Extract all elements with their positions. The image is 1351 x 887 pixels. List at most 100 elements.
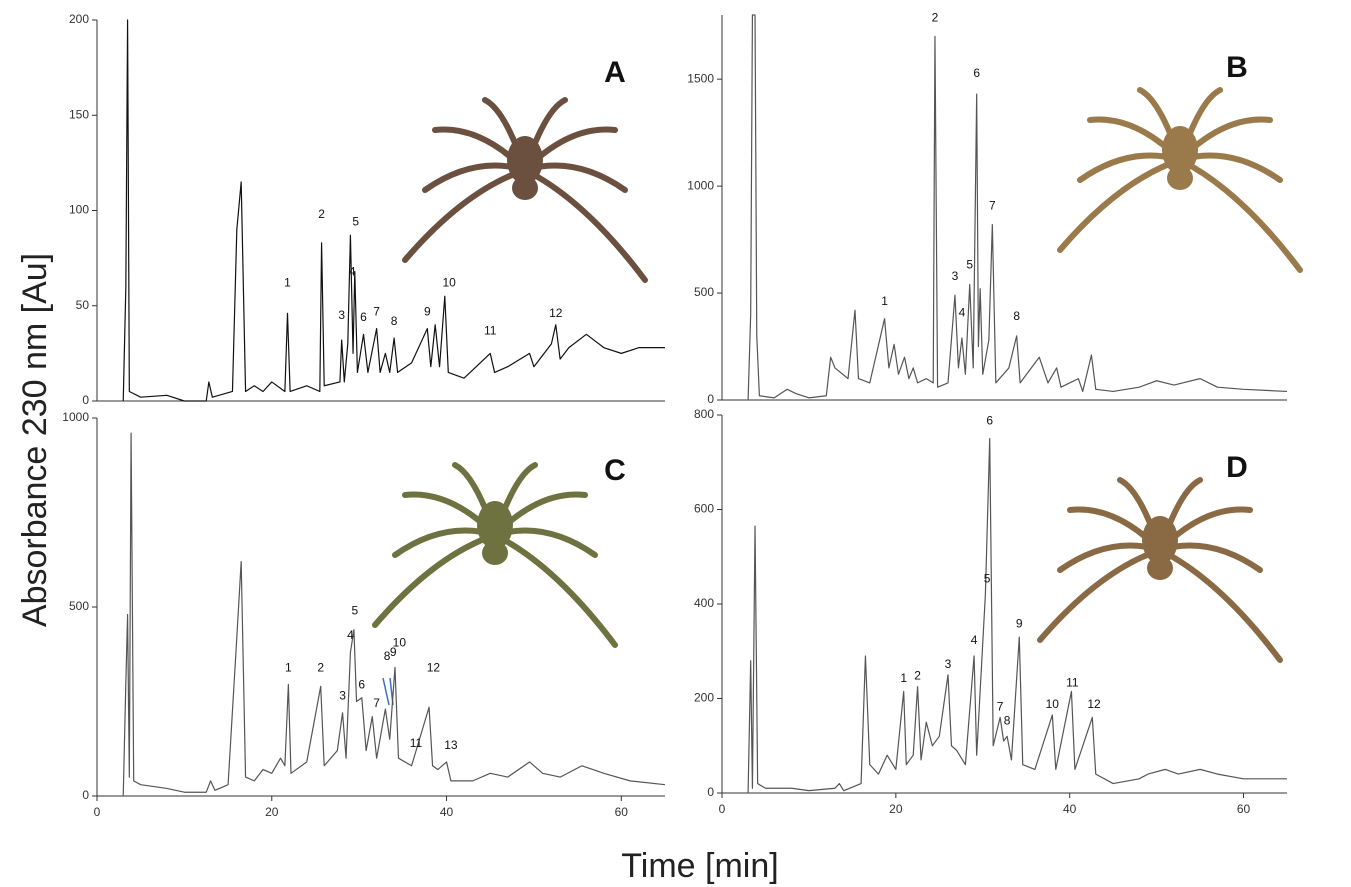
spider-head: [1167, 166, 1193, 190]
peak-label: 6: [360, 310, 367, 324]
peak-label: 12: [1087, 697, 1101, 711]
y-tick-label: 200: [69, 12, 89, 26]
peak-label: 11: [484, 323, 497, 337]
peak-label: 5: [966, 257, 973, 271]
x-tick-label: 60: [1237, 802, 1251, 816]
spider-leg: [1177, 157, 1303, 273]
peak-label: 11: [410, 736, 423, 750]
spider-image: [1037, 477, 1283, 663]
y-tick-label: 1500: [687, 71, 714, 85]
peak-label: 4: [971, 633, 978, 647]
peak-label: 6: [973, 66, 980, 80]
chromatogram-line: [122, 19, 665, 402]
peak-label: 3: [945, 657, 952, 671]
y-tick-label: 100: [69, 203, 89, 217]
y-tick-label: 0: [707, 392, 714, 406]
peak-label: 2: [317, 660, 324, 674]
peak-label: 1: [881, 294, 888, 308]
peak-label: 8: [1013, 309, 1020, 323]
x-tick-label: 20: [889, 802, 903, 816]
y-tick-label: 400: [694, 596, 714, 610]
panel-letter: D: [1226, 451, 1248, 484]
spider-body: [477, 501, 513, 549]
peak-label: 9: [1016, 617, 1023, 631]
spider-body: [1142, 516, 1178, 564]
peak-label: 3: [338, 308, 345, 322]
peak-label: 5: [984, 572, 991, 586]
peak-label: 2: [914, 669, 921, 683]
chromatogram-line: [122, 432, 666, 797]
peak-label: 9: [390, 645, 397, 659]
peak-label: 1: [285, 660, 292, 674]
peak-label: 5: [352, 215, 359, 229]
spider-image: [402, 97, 648, 283]
spider-head: [482, 541, 508, 565]
spider-leg: [1157, 547, 1283, 663]
spider-leg: [402, 167, 528, 263]
y-tick-label: 600: [694, 502, 714, 516]
peak-label: 4: [347, 628, 354, 642]
peak-label: 13: [444, 738, 458, 752]
y-tick-label: 1000: [62, 410, 89, 424]
peak-label: 12: [549, 306, 563, 320]
y-tick-label: 500: [69, 599, 89, 613]
y-tick-label: 800: [694, 407, 714, 421]
peak-label: 1: [284, 276, 291, 290]
panel-letter: C: [604, 454, 626, 487]
peak-label: 7: [997, 699, 1004, 713]
peak-label: 6: [986, 413, 993, 427]
peak-label: 8: [391, 314, 398, 328]
peak-label: 6: [358, 677, 365, 691]
spider-head: [512, 176, 538, 200]
y-tick-label: 0: [82, 788, 89, 802]
peak-label: 10: [442, 276, 456, 290]
x-axis-title: Time [min]: [621, 847, 778, 885]
peak-label: 7: [373, 696, 380, 710]
y-tick-label: 0: [82, 393, 89, 407]
y-tick-label: 200: [694, 691, 714, 705]
peak-label: 3: [952, 269, 959, 283]
spider-head: [1147, 556, 1173, 580]
panel-letter: B: [1226, 51, 1248, 84]
y-tick-label: 50: [76, 298, 90, 312]
spider-leg: [1037, 547, 1163, 643]
peak-label: 8: [384, 649, 391, 663]
peak-label: 3: [339, 689, 346, 703]
peak-label: 10: [1046, 697, 1060, 711]
peak-label: 2: [932, 10, 939, 24]
x-tick-label: 0: [719, 802, 726, 816]
peak-label: 4: [349, 264, 356, 278]
chromatogram-line: [747, 14, 1288, 401]
spider-body: [507, 136, 543, 184]
x-tick-label: 40: [440, 805, 454, 819]
peak-label: 12: [427, 660, 441, 674]
peak-label: 8: [1004, 713, 1011, 727]
peak-label: 2: [318, 207, 325, 221]
x-tick-label: 0: [94, 805, 101, 819]
y-tick-label: 500: [694, 285, 714, 299]
y-tick-label: 0: [707, 785, 714, 799]
peak-label: 10: [393, 636, 407, 650]
x-tick-label: 20: [265, 805, 279, 819]
spider-image: [1057, 87, 1303, 273]
peak-label: 11: [1066, 676, 1079, 690]
y-tick-label: 150: [69, 107, 89, 121]
arrow: [382, 677, 390, 706]
spider-image: [372, 462, 618, 648]
peak-label: 4: [959, 306, 966, 320]
spider-body: [1162, 126, 1198, 174]
x-tick-label: 40: [1063, 802, 1077, 816]
spider-leg: [372, 532, 498, 628]
spider-leg: [492, 532, 618, 648]
chromatogram-line: [747, 438, 1287, 794]
peak-label: 1: [900, 671, 907, 685]
x-tick-label: 60: [615, 805, 629, 819]
panel-letter: A: [604, 56, 626, 89]
peak-label: 7: [989, 199, 996, 213]
peak-label: 7: [373, 304, 380, 318]
y-tick-label: 1000: [687, 178, 714, 192]
peak-label: 9: [424, 304, 431, 318]
peak-label: 5: [351, 604, 358, 618]
spider-leg: [1057, 157, 1183, 253]
